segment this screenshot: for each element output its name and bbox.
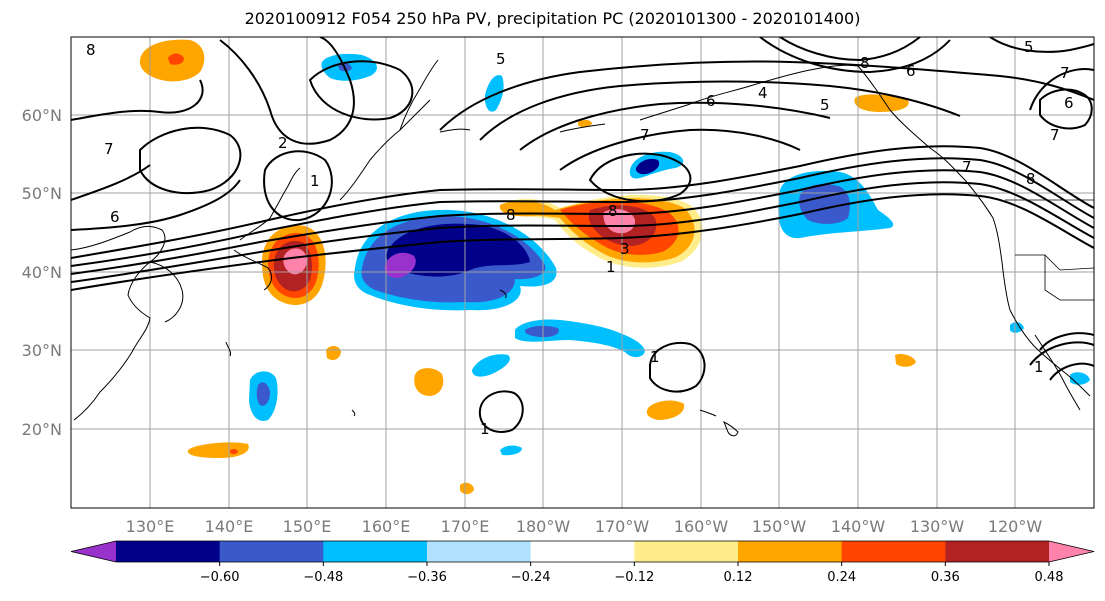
colorbar-tick-label: 0.24 [827,570,856,585]
colorbar-segment [116,541,221,562]
map-title: 2020100912 F054 250 hPa PV, precipitatio… [244,9,861,28]
lat-label-20n: 20°N [22,420,62,439]
contour-label: 1 [310,172,320,190]
lon-label: 170°E [441,517,490,536]
contour-label: 6 [906,62,916,80]
lat-label-40n: 40°N [22,263,62,282]
contour-label: 1 [650,348,660,366]
map-plot-area: 8 7 6 2 1 5 6 4 5 6 8 7 8 8 3 1 7 8 7 6 … [71,37,1094,508]
colorbar-extend-max [1049,541,1094,562]
contour-label: 6 [1064,94,1074,112]
colorbar-tick-label: 0.48 [1035,570,1064,585]
contour-label: 7 [640,126,650,144]
lon-label: 180°W [516,517,571,536]
contour-label: 5 [1024,38,1034,56]
gridlines [71,37,1094,508]
contour-label: 2 [278,134,288,152]
colorbar-extend-min [71,541,116,562]
lat-label-50n: 50°N [22,184,62,203]
longitude-labels: 130°E 140°E 150°E 160°E 170°E 180°W 170°… [126,517,1043,536]
contour-label: 7 [1050,126,1060,144]
colorbar-segment [634,541,739,562]
contour-label: 4 [758,84,768,102]
contour-label: 8 [860,54,870,72]
colorbar-tick-label: −0.12 [614,570,654,585]
contour-label: 7 [962,158,972,176]
contour-label: 7 [1060,64,1070,82]
colorbar-segment [738,541,843,562]
colorbar-segment [841,541,946,562]
colorbar-ticks: −0.60 −0.48 −0.36 −0.24 −0.12 0.12 0.24 0.36 0.4… [200,562,1064,585]
pv-contours [71,37,1094,433]
contour-label: 1 [1034,358,1044,376]
latitude-labels: 20°N 30°N 40°N 50°N 60°N [22,106,62,439]
lon-label: 150°W [752,517,807,536]
lon-label: 130°E [126,517,175,536]
lon-label: 130°W [910,517,965,536]
lon-label: 160°W [674,517,729,536]
colorbar-segment [219,541,324,562]
map-frame [70,36,1095,509]
contour-label: 5 [820,96,830,114]
contour-label: 5 [496,50,506,68]
colorbar-segment [427,541,532,562]
colorbar-segment [323,541,428,562]
contour-label: 1 [606,258,616,276]
colorbar-tick-label: −0.24 [511,570,551,585]
lat-label-30n: 30°N [22,341,62,360]
lon-label: 170°W [595,517,650,536]
lon-label: 120°W [988,517,1043,536]
contour-label: 3 [620,240,630,258]
contour-label: 8 [86,41,96,59]
colorbar-tick-label: −0.48 [303,570,343,585]
colorbar [70,540,1095,563]
colorbar-tick-label: −0.60 [200,570,240,585]
colorbar-tick-label: −0.36 [407,570,447,585]
contour-label: 8 [608,202,618,220]
lon-label: 150°E [283,517,332,536]
colorbar-segment [945,541,1050,562]
lon-label: 160°E [362,517,411,536]
colorbar-outline [70,540,1095,563]
contour-label: 8 [1026,170,1036,188]
colorbar-tick-label: 0.12 [724,570,753,585]
colorbar-segment [530,541,635,562]
contour-labels: 8 7 6 2 1 5 6 4 5 6 8 7 8 8 3 1 7 8 7 6 … [86,38,1074,438]
colorbar-tick-label: 0.36 [931,570,960,585]
contour-label: 1 [480,420,490,438]
lon-label: 140°W [831,517,886,536]
lon-label: 140°E [205,517,254,536]
lat-label-60n: 60°N [22,106,62,125]
contour-label: 8 [506,206,516,224]
contour-label: 6 [706,92,716,110]
contour-label: 6 [110,208,120,226]
coastlines [71,59,1094,437]
contour-label: 7 [104,140,114,158]
